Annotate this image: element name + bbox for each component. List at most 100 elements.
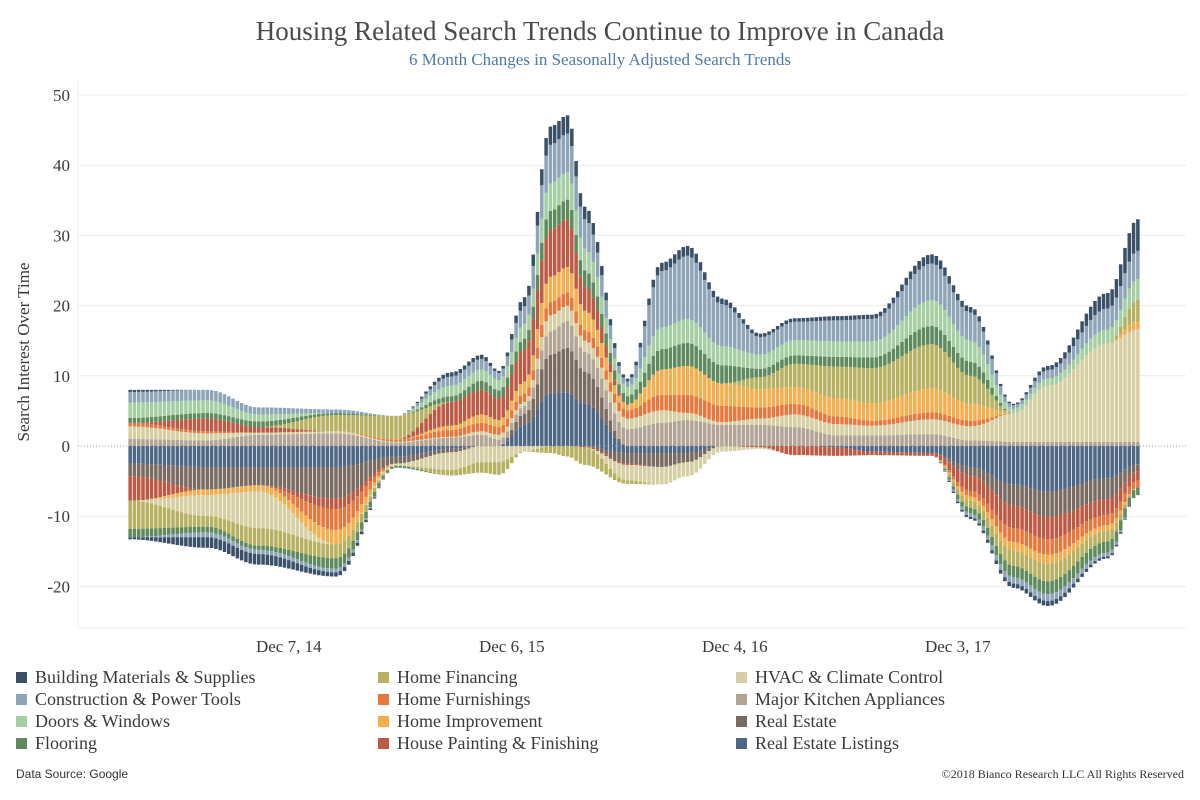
bar-segment-negative: [179, 512, 184, 528]
bar-segment-negative: [312, 569, 317, 575]
bar-segment-negative: [1101, 556, 1106, 559]
bar-segment-negative: [510, 446, 514, 457]
bar-segment-negative: [197, 489, 201, 496]
bar-segment-negative: [141, 528, 145, 537]
bar-segment-negative: [372, 496, 377, 498]
bar-segment-negative: [655, 446, 660, 454]
bar-segment: [1007, 441, 1011, 446]
bar-segment: [703, 279, 707, 333]
bar-segment-negative: [1011, 542, 1016, 551]
bar-segment-negative: [1067, 446, 1072, 488]
bar-segment-negative: [244, 467, 248, 486]
bar-segment-negative: [278, 489, 282, 494]
bar-segment: [475, 370, 480, 382]
bar-segment: [831, 316, 836, 321]
bar-segment: [132, 392, 137, 403]
bar-segment-negative: [291, 495, 295, 504]
bar-segment: [977, 440, 981, 446]
bar-segment: [462, 379, 467, 391]
bar-segment-negative: [1063, 557, 1067, 574]
bar-segment: [947, 436, 951, 446]
bar-segment-negative: [308, 555, 313, 565]
bar-segment-negative: [578, 446, 583, 448]
bar-segment-negative: [244, 446, 248, 468]
bar-segment: [450, 436, 454, 438]
bar-segment: [347, 413, 351, 416]
bar-segment: [432, 409, 437, 429]
bar-segment-negative: [600, 448, 604, 453]
bar-segment: [805, 321, 810, 341]
bar-segment-negative: [467, 448, 471, 466]
bar-segment-negative: [1058, 596, 1063, 601]
bar-segment-negative: [462, 449, 467, 467]
bar-segment-negative: [1046, 581, 1050, 595]
bar-segment: [630, 428, 634, 446]
bar-segment-negative: [235, 547, 240, 559]
bar-segment: [484, 391, 488, 416]
bar-segment: [1084, 441, 1089, 446]
bar-segment: [917, 420, 921, 435]
chart-title: Housing Related Search Trends Continue t…: [255, 16, 945, 46]
bar-segment-negative: [548, 446, 553, 454]
bar-segment: [535, 368, 540, 385]
bar-segment-negative: [1080, 573, 1084, 577]
bar-segment: [707, 423, 711, 446]
bar-segment: [655, 275, 660, 330]
bar-segment: [754, 332, 758, 337]
bar-segment-negative: [630, 446, 634, 454]
bar-segment: [342, 433, 347, 446]
bar-segment-negative: [402, 462, 407, 466]
bar-segment-negative: [227, 543, 231, 555]
bar-segment: [475, 381, 480, 391]
bar-segment: [741, 351, 746, 368]
bar-segment-negative: [810, 446, 814, 456]
bar-segment: [681, 256, 686, 320]
bar-segment: [745, 324, 750, 329]
bar-segment: [908, 311, 913, 335]
bar-segment: [981, 354, 986, 373]
bar-segment-negative: [1058, 589, 1063, 597]
bar-segment-negative: [604, 463, 608, 475]
bar-segment-negative: [158, 498, 162, 506]
bar-segment-negative: [1046, 446, 1050, 492]
bar-segment: [462, 427, 467, 435]
bar-segment: [660, 394, 664, 411]
bar-segment: [1101, 344, 1106, 442]
bar-segment-negative: [672, 446, 677, 454]
bar-segment: [758, 389, 763, 408]
bar-segment: [342, 409, 347, 414]
bar-segment: [685, 255, 690, 319]
bar-segment-negative: [445, 448, 450, 453]
bar-segment: [793, 318, 797, 322]
bar-segment: [1106, 441, 1110, 446]
bar-segment-negative: [162, 496, 167, 499]
bar-segment-negative: [964, 489, 969, 496]
bar-segment: [351, 415, 355, 433]
bar-segment: [638, 416, 643, 428]
bar-segment: [162, 439, 167, 446]
bar-segment: [655, 423, 660, 446]
bar-segment: [218, 433, 222, 440]
bar-segment: [964, 339, 969, 361]
bar-segment: [1067, 352, 1072, 365]
bar-segment-negative: [934, 453, 939, 457]
bar-segment: [432, 384, 437, 393]
bar-segment: [471, 424, 475, 433]
bar-segment: [1003, 414, 1007, 415]
bar-segment-negative: [257, 467, 261, 486]
bar-segment: [801, 405, 806, 416]
bar-segment-negative: [368, 446, 373, 461]
bar-segment-negative: [197, 446, 201, 467]
bar-segment: [136, 391, 141, 403]
bar-segment-negative: [763, 447, 767, 450]
bar-segment: [604, 424, 608, 446]
legend-label: Doors & Windows: [35, 711, 170, 731]
bar-segment-negative: [956, 463, 960, 470]
bar-segment: [947, 340, 951, 358]
bar-segment: [1136, 219, 1140, 251]
bar-segment-negative: [1131, 482, 1136, 490]
bar-segment: [458, 382, 463, 394]
bar-segment-negative: [767, 446, 771, 449]
bar-segment: [136, 426, 141, 440]
bar-segment: [925, 419, 930, 435]
